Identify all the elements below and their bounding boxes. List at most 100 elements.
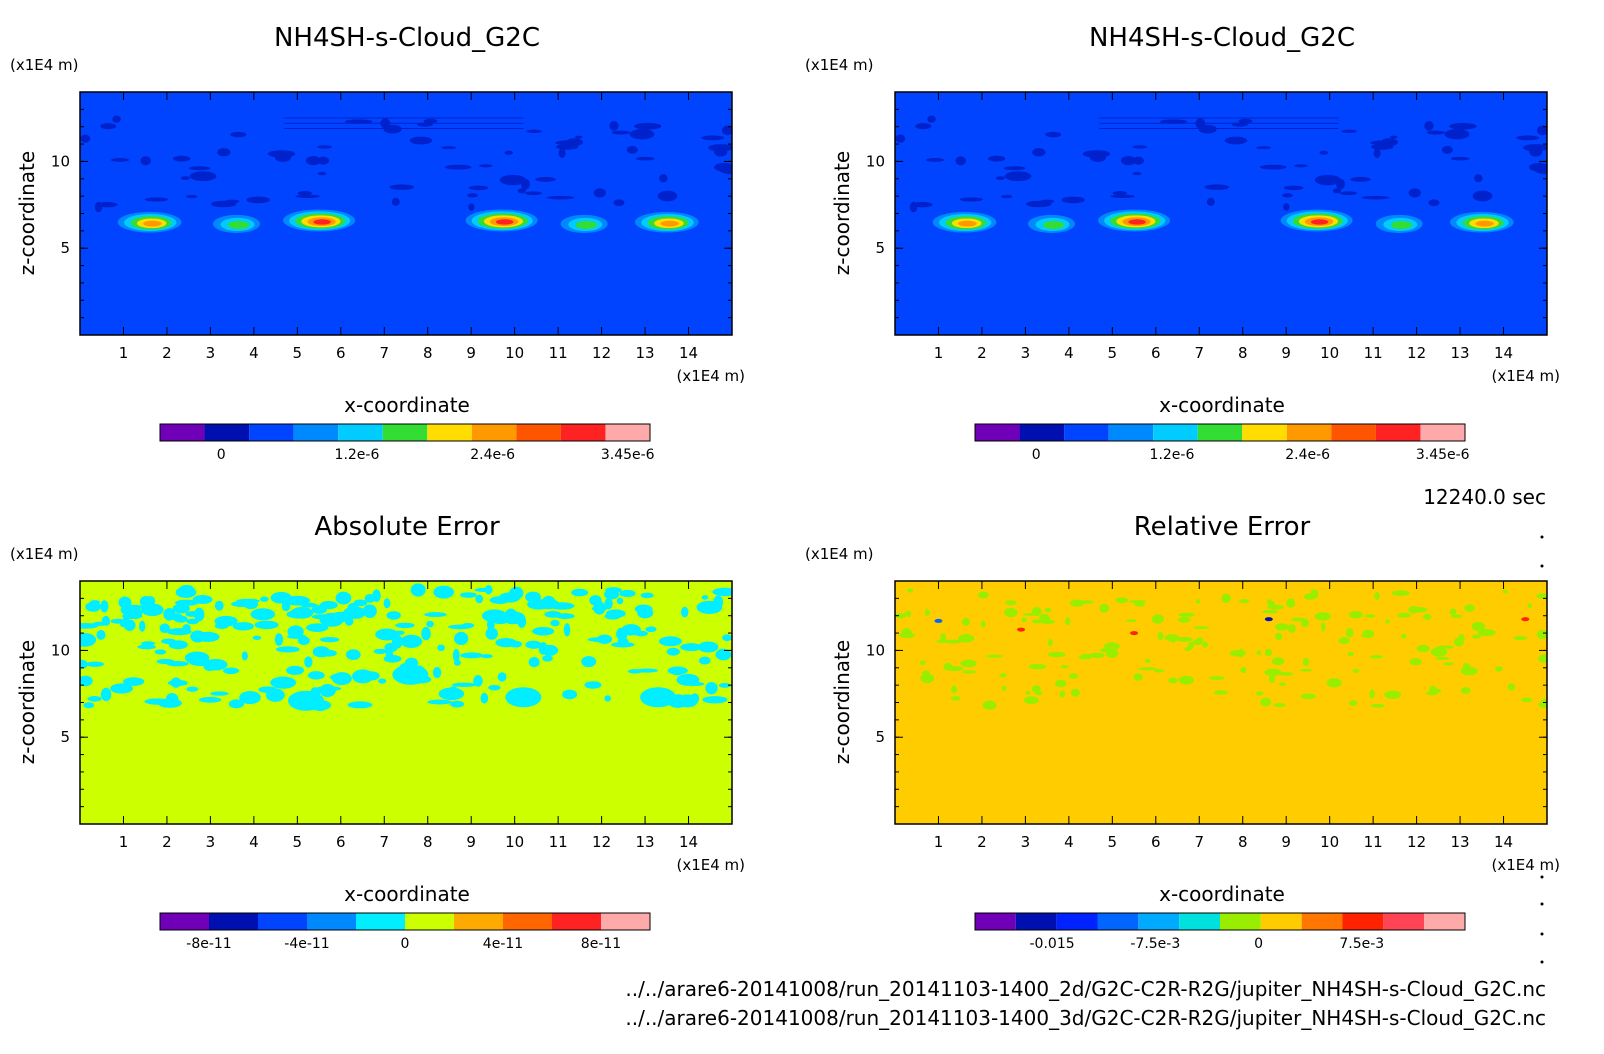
error-patch bbox=[383, 654, 402, 663]
cloud-wisp bbox=[1294, 164, 1308, 168]
error-patch bbox=[254, 620, 279, 630]
error-patch bbox=[159, 623, 170, 634]
cloud-wisp bbox=[895, 134, 906, 143]
cloud-wisp bbox=[1332, 188, 1342, 194]
error-patch bbox=[1536, 593, 1547, 599]
colorbar-swatch bbox=[356, 913, 405, 930]
cloud-wisp bbox=[911, 201, 933, 208]
cloud-wisp bbox=[1373, 148, 1381, 158]
cloud-wisp bbox=[1533, 163, 1547, 175]
error-patch bbox=[919, 660, 927, 666]
error-patch bbox=[1435, 656, 1450, 661]
error-patch bbox=[676, 673, 700, 686]
cloud-core bbox=[660, 220, 679, 227]
error-patch bbox=[584, 681, 602, 689]
error-patch bbox=[528, 657, 540, 668]
cloud-wisp bbox=[110, 158, 129, 162]
error-patch bbox=[658, 636, 682, 647]
error-patch bbox=[550, 619, 560, 627]
error-patch bbox=[1410, 607, 1428, 613]
cloud-wisp bbox=[423, 118, 438, 124]
x-tick-label: 12 bbox=[592, 833, 611, 851]
cloud-wisp bbox=[517, 188, 527, 194]
panel-title: Relative Error bbox=[1134, 512, 1311, 542]
error-patch bbox=[1299, 668, 1313, 672]
error-patch bbox=[1274, 623, 1289, 631]
y-unit-label: (x1E4 m) bbox=[10, 56, 79, 74]
error-patch bbox=[702, 696, 728, 704]
error-patch bbox=[1369, 655, 1384, 659]
error-patch bbox=[542, 655, 553, 662]
error-patch bbox=[605, 587, 622, 593]
error-patch bbox=[1416, 644, 1430, 653]
cloud-wisp bbox=[1061, 196, 1085, 204]
error-patch bbox=[1264, 648, 1273, 657]
error-patch bbox=[395, 622, 415, 629]
colorbar-tick-label: 1.2e-6 bbox=[1150, 447, 1195, 463]
error-extreme bbox=[1264, 617, 1273, 622]
cloud-wisp bbox=[1004, 171, 1032, 182]
error-patch bbox=[1055, 679, 1067, 688]
colorbar-swatch bbox=[209, 913, 258, 930]
x-tick-label: 2 bbox=[977, 833, 987, 851]
error-patch bbox=[596, 634, 613, 645]
error-patch bbox=[1513, 635, 1528, 641]
error-patch bbox=[1069, 599, 1085, 607]
error-patch bbox=[80, 675, 93, 687]
error-patch bbox=[386, 611, 401, 620]
error-patch bbox=[1048, 638, 1053, 647]
error-patch bbox=[563, 623, 571, 637]
colorbar-swatch bbox=[1064, 424, 1109, 441]
error-patch bbox=[222, 667, 240, 675]
error-patch bbox=[604, 597, 613, 610]
error-patch bbox=[1153, 669, 1165, 673]
error-patch bbox=[83, 702, 95, 709]
y-unit-label: (x1E4 m) bbox=[805, 545, 874, 563]
error-patch bbox=[1178, 612, 1196, 617]
error-patch bbox=[1070, 688, 1080, 697]
error-patch bbox=[1450, 614, 1463, 618]
error-patch bbox=[690, 693, 700, 704]
panel-cloud-2d: NH4SH-s-Cloud_G2C (x1E4 m) z-coordinate … bbox=[10, 23, 745, 463]
error-patch bbox=[448, 686, 459, 696]
error-patch bbox=[562, 689, 578, 700]
colorbar: -8e-11 -4e-11 0 4e-11 8e-11 bbox=[159, 912, 651, 952]
cloud-wisp bbox=[225, 199, 240, 204]
error-patch bbox=[1044, 607, 1052, 613]
cloud-wisp bbox=[217, 148, 231, 157]
error-patch bbox=[1133, 673, 1143, 681]
x-tick-label: 11 bbox=[549, 344, 568, 362]
error-patch bbox=[1264, 668, 1282, 677]
error-patch bbox=[286, 665, 305, 675]
error-patch bbox=[1025, 690, 1031, 695]
cloud-wisp bbox=[389, 184, 415, 190]
y-unit-label: (x1E4 m) bbox=[10, 545, 79, 563]
error-patch bbox=[999, 673, 1007, 678]
cloud-wisp bbox=[317, 171, 327, 176]
cloud-wisp bbox=[1449, 122, 1477, 130]
error-patch bbox=[451, 682, 477, 687]
cloud-wisp bbox=[140, 156, 152, 166]
error-patch bbox=[239, 690, 261, 705]
x-tick-label: 12 bbox=[1407, 344, 1426, 362]
error-patch bbox=[1385, 619, 1390, 624]
error-patch bbox=[1047, 651, 1066, 658]
error-patch bbox=[1261, 609, 1279, 614]
cloud-wisp bbox=[925, 158, 944, 162]
cloud-wisp bbox=[1424, 121, 1434, 131]
error-patch bbox=[1168, 677, 1178, 684]
cloud-wisp bbox=[1283, 203, 1290, 211]
error-patch bbox=[1278, 672, 1294, 676]
cloud-wisp bbox=[1231, 122, 1248, 127]
error-patch bbox=[424, 612, 447, 618]
cloud-wisp bbox=[1441, 145, 1453, 154]
error-patch bbox=[484, 584, 493, 595]
cloud-wisp bbox=[499, 174, 526, 186]
x-tick-label: 5 bbox=[293, 344, 303, 362]
error-patch bbox=[1031, 685, 1041, 694]
colorbar-frame bbox=[974, 423, 1466, 442]
error-patch bbox=[265, 688, 285, 702]
error-patch bbox=[505, 687, 542, 708]
error-patch bbox=[101, 615, 110, 626]
cloud-wisp bbox=[634, 122, 662, 130]
